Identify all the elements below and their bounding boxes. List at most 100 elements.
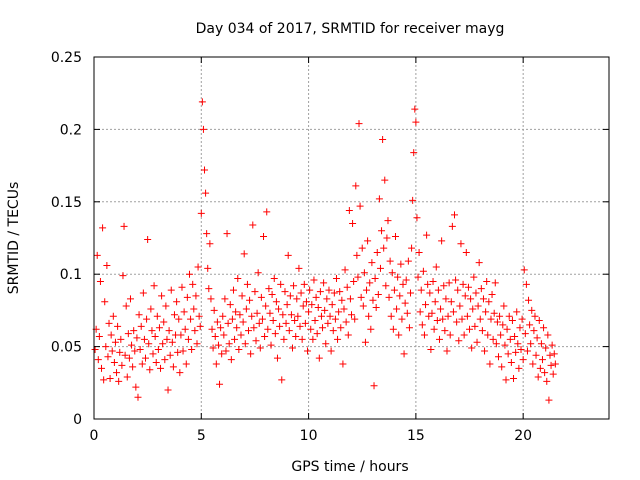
data-point [411,105,419,113]
data-point [152,359,160,367]
data-point [195,312,203,320]
data-point [409,196,417,204]
data-point [131,347,139,355]
axis-tick-labels: 0 5 10 15 20 0 0.05 0.1 0.15 0.2 0.25 [51,50,532,444]
data-point [217,324,225,332]
data-point [336,288,344,296]
data-point [96,277,104,285]
data-point [350,277,358,285]
data-point [366,279,374,287]
data-point [316,288,324,296]
chart-title: Day 034 of 2017, SRMTID for receiver may… [196,21,505,37]
data-point [117,335,125,343]
data-point [451,211,458,219]
data-point [403,309,411,317]
data-point [442,295,450,303]
data-point [128,341,136,349]
data-point [329,327,337,335]
data-point [154,345,162,353]
data-point [190,305,198,313]
data-point [345,206,353,214]
data-point [505,312,513,320]
data-point [166,351,174,359]
data-point [305,308,313,316]
data-point [181,325,189,333]
data-point [313,330,321,338]
data-point [164,386,172,394]
data-point [542,344,550,352]
data-point [540,324,548,332]
data-point [380,244,388,252]
data-point [107,331,115,339]
data-point [270,275,278,283]
x-tick-label: 0 [90,428,99,444]
data-point [102,343,110,351]
data-point [477,285,485,293]
data-point [252,337,260,345]
data-point [94,356,102,364]
data-point [471,322,479,330]
data-point [501,341,509,349]
data-point [545,396,553,404]
data-point [192,292,200,300]
data-point [269,317,277,325]
data-point [551,360,559,368]
data-point [521,330,529,338]
data-point [319,324,327,332]
data-point [496,312,504,320]
data-point [260,233,268,241]
data-point [489,335,497,343]
data-point [218,350,226,358]
data-point [427,345,435,353]
axis-ticks [93,56,609,420]
data-point [536,364,544,372]
data-point [224,319,232,327]
data-point [364,237,372,245]
data-point [349,220,357,228]
data-point [340,305,348,313]
data-point [486,360,494,368]
data-point [397,260,405,268]
data-point [122,302,130,310]
data-point [280,335,288,343]
data-point [175,315,183,323]
data-point [302,298,310,306]
data-point [365,312,373,320]
data-point [296,322,304,330]
data-point [517,345,525,353]
data-point [162,302,170,310]
data-point [202,189,210,197]
data-point [485,298,493,306]
data-point [139,289,147,297]
data-point [126,295,134,303]
data-point [279,311,287,319]
data-point [428,309,436,317]
data-point [385,293,393,301]
data-point [265,285,273,293]
data-point [95,332,103,340]
data-point [99,224,107,232]
data-point [473,338,481,346]
data-point [361,338,369,346]
data-point [360,269,368,277]
data-point [144,235,152,243]
data-point [146,366,154,374]
data-point [514,340,522,348]
data-point [533,334,541,342]
data-point [196,322,204,330]
data-point [106,374,114,382]
data-point [256,344,264,352]
data-point [530,327,538,335]
data-point [455,337,463,345]
data-point [507,359,515,367]
data-point [449,308,457,316]
y-tick-label: 0 [73,412,82,428]
data-point [330,289,338,297]
data-point [183,293,191,301]
data-point [494,353,502,361]
data-point [198,98,206,106]
data-point [535,317,543,325]
data-point [309,335,317,343]
data-point [143,315,151,323]
data-point [209,344,217,352]
